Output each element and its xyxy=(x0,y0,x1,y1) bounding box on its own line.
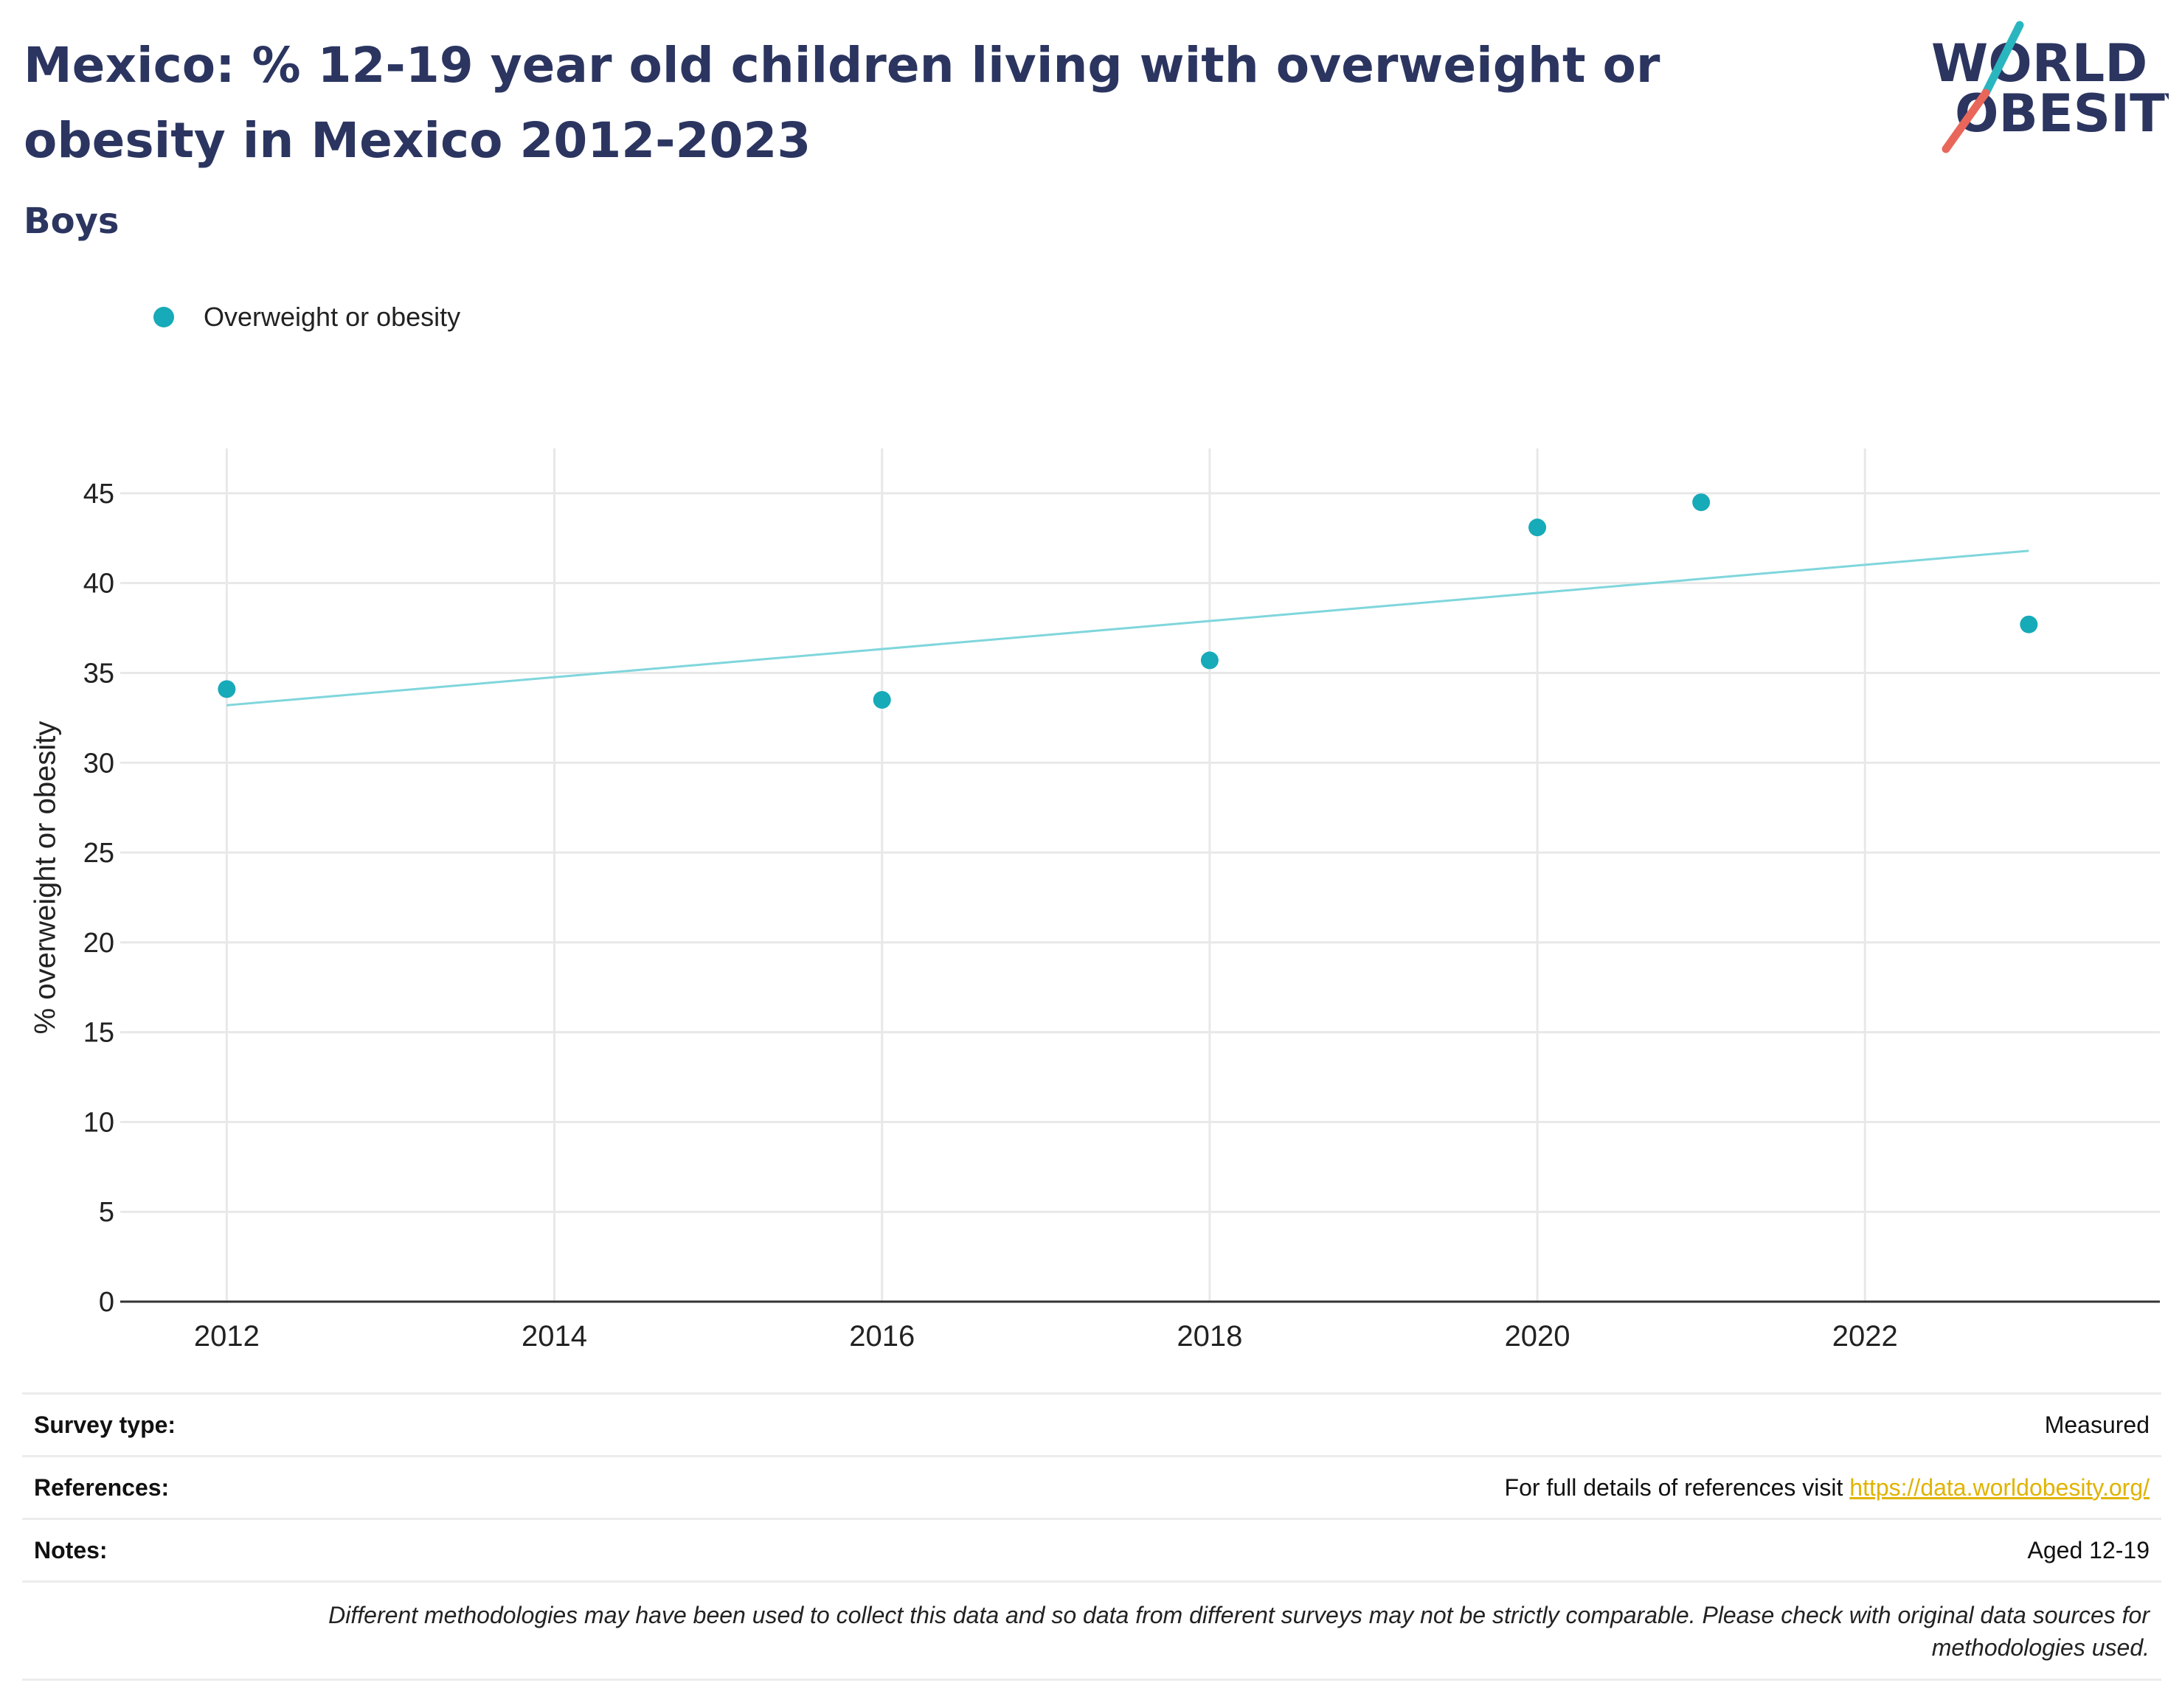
references-link[interactable]: https://data.worldobesity.org/ xyxy=(1849,1473,2150,1501)
references-label: References: xyxy=(34,1473,170,1501)
y-tick-label: 0 xyxy=(99,1287,114,1318)
disclaimer-line-2: methodologies used. xyxy=(1931,1634,2150,1661)
y-tick-label: 25 xyxy=(83,838,114,869)
logo-word-obesity: OBESITY xyxy=(1955,83,2169,144)
survey-type-label: Survey type: xyxy=(34,1411,176,1438)
references-value: For full details of references visit htt… xyxy=(1505,1474,2150,1502)
data-point xyxy=(2020,615,2038,633)
data-point xyxy=(873,691,891,709)
x-tick-label: 2016 xyxy=(849,1320,915,1353)
data-point xyxy=(1200,651,1219,670)
x-tick-label: 2022 xyxy=(1832,1320,1898,1353)
references-row: References: For full details of referenc… xyxy=(22,1455,2161,1518)
legend: Overweight or obesity xyxy=(153,299,460,336)
data-point xyxy=(218,680,236,698)
survey-type-value: Measured xyxy=(2044,1411,2150,1438)
x-tick-label: 2018 xyxy=(1177,1320,1242,1353)
y-tick-label: 15 xyxy=(83,1018,114,1049)
y-axis-label: % overweight or obesity xyxy=(29,721,62,1035)
logo-red-slash xyxy=(1942,88,1990,153)
y-tick-label: 35 xyxy=(83,658,114,689)
data-point xyxy=(1528,518,1547,537)
x-tick-label: 2014 xyxy=(522,1320,587,1353)
chart-subtitle: Boys xyxy=(24,201,120,242)
references-prefix: For full details of references visit xyxy=(1504,1473,1850,1501)
disclaimer: Different methodologies may have been us… xyxy=(22,1580,2161,1681)
y-tick-label: 10 xyxy=(83,1107,114,1138)
chart-title: Mexico: % 12-19 year old children living… xyxy=(24,37,1660,169)
world-obesity-logo: WORLD OBESITY xyxy=(1931,21,2169,153)
x-tick-label: 2012 xyxy=(194,1320,260,1353)
info-table: Survey type: Measured References: For fu… xyxy=(22,1392,2161,1681)
notes-value: Aged 12-19 xyxy=(2027,1536,2150,1563)
notes-row: Notes: Aged 12-19 xyxy=(22,1518,2161,1580)
legend-marker xyxy=(153,307,174,327)
data-point xyxy=(1692,493,1711,512)
disclaimer-line-1: Different methodologies may have been us… xyxy=(328,1602,2150,1628)
scatter-chart: 0 5 10 15 20 25 30 35 40 45 2012 2014 2016 2018 2020 20… xyxy=(83,448,2160,1353)
survey-type-row: Survey type: Measured xyxy=(22,1392,2161,1455)
y-tick-label: 45 xyxy=(83,479,114,510)
y-tick-label: 5 xyxy=(99,1197,114,1228)
trend-line xyxy=(226,549,2029,707)
logo-teal-slash xyxy=(1981,21,2024,97)
notes-label: Notes: xyxy=(34,1536,108,1563)
y-tick-label: 40 xyxy=(83,569,114,600)
y-tick-label: 20 xyxy=(83,928,114,959)
logo-word-world: WORLD xyxy=(1931,33,2147,94)
y-tick-label: 30 xyxy=(83,748,114,779)
legend-label: Overweight or obesity xyxy=(204,302,461,332)
x-tick-label: 2020 xyxy=(1505,1320,1570,1353)
